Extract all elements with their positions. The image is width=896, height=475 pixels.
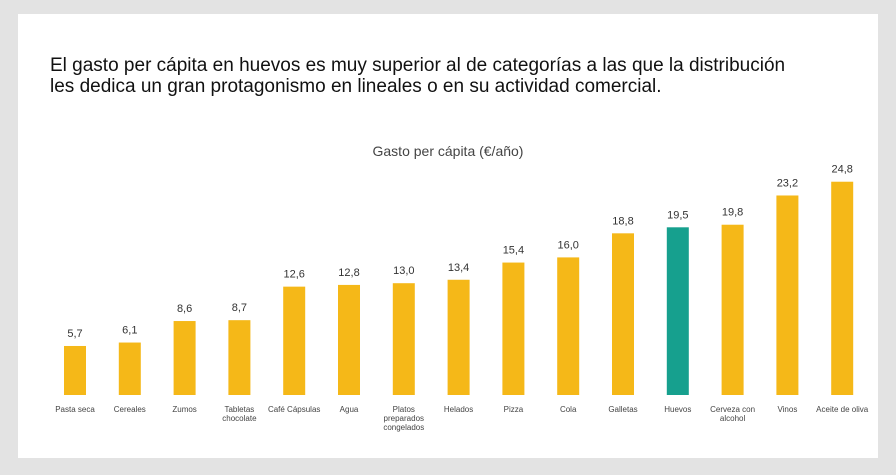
- x-tick-label: Cerveza con alcohol: [710, 405, 756, 423]
- value-label: 18,8: [612, 215, 633, 227]
- x-tick-label: Agua: [339, 405, 359, 414]
- value-label: 19,5: [667, 209, 688, 221]
- value-label: 12,6: [283, 269, 304, 281]
- bar: [228, 320, 251, 395]
- value-label: 5,7: [67, 328, 82, 340]
- bar: [338, 284, 360, 395]
- bar: [447, 279, 470, 395]
- value-label: 12,8: [338, 267, 359, 279]
- value-label: 13,0: [393, 265, 414, 277]
- chart-subtitle: Gasto per cápita (€/año): [372, 143, 524, 159]
- bar: [118, 342, 141, 395]
- bar: [776, 195, 799, 395]
- x-tick-label: Vinos: [777, 405, 798, 414]
- value-label: 24,8: [831, 164, 852, 176]
- x-tick-label: Zumos: [172, 405, 197, 414]
- bar: [721, 224, 744, 395]
- x-tick-label: Cereales: [113, 405, 146, 414]
- bar: [612, 233, 634, 395]
- x-tick-label: Tabletas chocolate: [222, 405, 257, 423]
- value-label: 15,4: [503, 245, 524, 257]
- value-label: 8,6: [177, 303, 192, 315]
- bar: [831, 181, 854, 395]
- bar: [392, 283, 415, 395]
- bar: [502, 262, 525, 395]
- x-tick-label: Huevos: [664, 405, 692, 414]
- x-tick-label: Pizza: [503, 405, 524, 414]
- bar: [173, 321, 196, 395]
- bar: [557, 257, 580, 395]
- value-label: 6,1: [122, 325, 137, 337]
- x-tick-label: Platos preparados congelados: [383, 405, 425, 432]
- value-label: 8,7: [232, 302, 247, 314]
- value-label: 13,4: [448, 262, 469, 274]
- x-tick-label: Galletas: [608, 405, 638, 414]
- bar: [64, 345, 86, 395]
- value-label: 16,0: [557, 239, 578, 251]
- value-label: 19,8: [722, 207, 743, 219]
- x-tick-label: Cola: [559, 405, 577, 414]
- x-tick-label: Helados: [443, 405, 474, 414]
- x-tick-label: Café Cápsulas: [267, 405, 321, 414]
- bar: [283, 286, 306, 395]
- chart-title: El gasto per cápita en huevos es muy sup…: [50, 55, 786, 97]
- bar: [666, 227, 689, 395]
- value-label: 23,2: [777, 177, 798, 189]
- x-tick-label: Aceite de oliva: [816, 405, 869, 414]
- x-tick-label: Pasta seca: [55, 405, 95, 414]
